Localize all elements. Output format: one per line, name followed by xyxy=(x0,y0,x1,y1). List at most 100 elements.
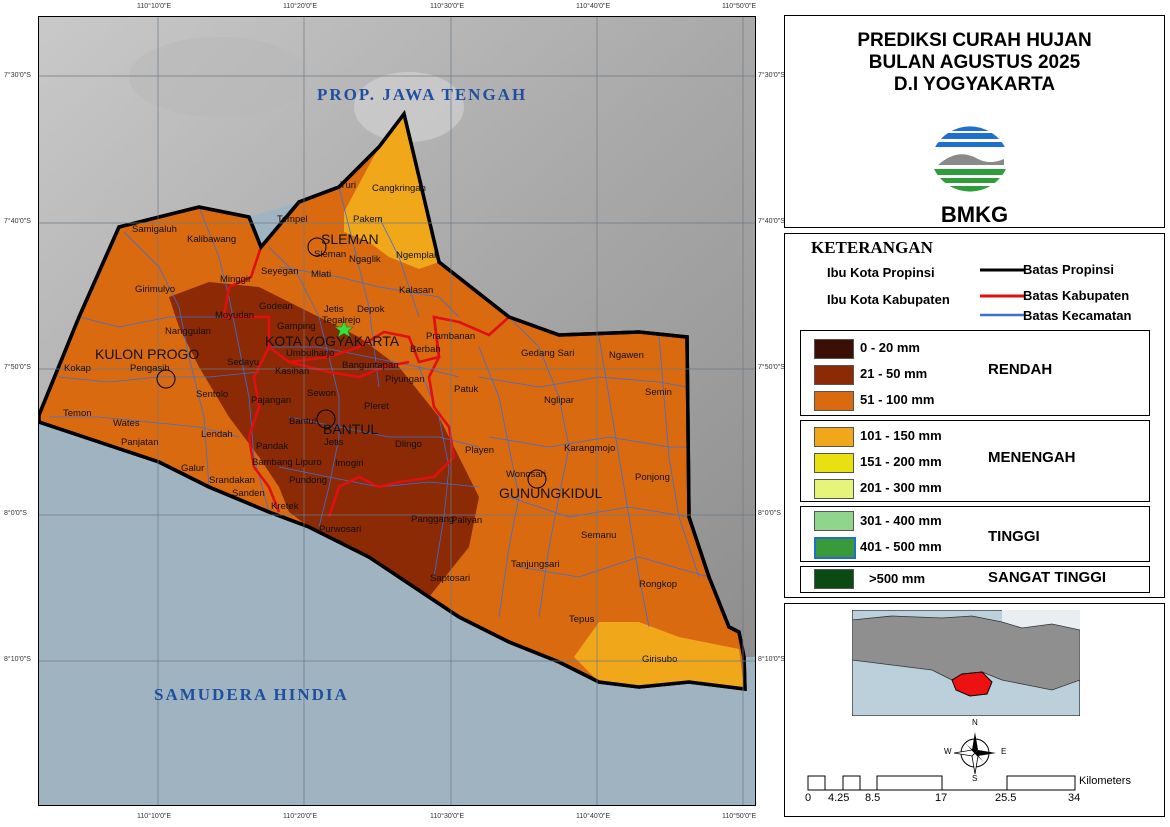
label-kota-yogyakarta: KOTA YOGYAKARTA xyxy=(265,333,400,349)
tick-left-3: 7°50'0"S xyxy=(4,364,31,371)
tick-left-4: 8°0'0"S xyxy=(4,510,27,517)
legend-batas-propinsi: Batas Propinsi xyxy=(1023,262,1115,277)
swatch-401-500 xyxy=(814,537,856,559)
tick-bottom-1: 110°10'0"E xyxy=(137,813,172,820)
tick-left-5: 8°10'0"S xyxy=(4,656,31,663)
kec-wates: Wates xyxy=(113,418,140,429)
label-sleman-kab: SLEMAN xyxy=(321,231,379,247)
tick-right-1: 7°30'0"S xyxy=(758,72,785,79)
legend-group-menengah xyxy=(800,420,1150,502)
kec-saptosari: Saptosari xyxy=(430,573,471,584)
swatch-201-300 xyxy=(814,479,854,499)
kec-semin: Semin xyxy=(645,387,672,398)
kec-ngemplak: Ngemplak xyxy=(396,250,439,261)
kec-kalasan: Kalasan xyxy=(399,285,434,296)
kec-playen: Playen xyxy=(465,445,495,456)
kec-paliyan: Paliyan xyxy=(451,515,483,526)
label-151-200: 151 - 200 mm xyxy=(860,454,942,469)
map-title: PREDIKSI CURAH HUJAN BULAN AGUSTUS 2025 … xyxy=(785,30,1164,96)
legend-group-rendah xyxy=(800,330,1150,416)
tick-bottom-3: 110°30'0"E xyxy=(430,813,465,820)
swatch-301-400 xyxy=(814,511,854,531)
kec-srandakan: Srandakan xyxy=(209,475,255,486)
kec-pengasih: Pengasih xyxy=(130,363,170,374)
label-21-50: 21 - 50 mm xyxy=(860,366,928,381)
zone-101-150mm-north xyxy=(344,114,439,269)
swatch-0-20 xyxy=(814,339,854,359)
kec-bambanglipuro: Bambang Lipuro xyxy=(252,457,322,468)
scale-tick-5: 34 xyxy=(1068,792,1081,804)
legend-panel: KETERANGAN Ibu Kota Propinsi Ibu Kota Ka… xyxy=(784,233,1165,598)
kec-kasihan: Kasihan xyxy=(275,366,310,377)
kec-girimulyo: Girimulyo xyxy=(135,284,176,295)
kec-gedangsari: Gedang Sari xyxy=(521,348,575,359)
graticule xyxy=(39,17,755,805)
kec-bantul: Bantul xyxy=(289,416,316,427)
north-arrow-icon xyxy=(953,732,996,775)
kec-karangmojo: Karangmojo xyxy=(564,443,616,454)
category-tinggi: TINGGI xyxy=(988,528,1040,545)
kec-tegalrejo: Tegalrejo xyxy=(322,315,361,326)
title-line-3: D.I YOGYAKARTA xyxy=(893,74,1056,95)
kec-sentolo: Sentolo xyxy=(196,389,229,400)
kec-panjatan: Panjatan xyxy=(121,437,159,448)
kec-banguntapan: Banguntapan xyxy=(342,360,399,371)
swatch-500-plus xyxy=(814,569,854,589)
kec-ponjong: Ponjong xyxy=(635,472,670,483)
tick-bottom-2: 110°20'0"E xyxy=(283,813,318,820)
category-menengah: MENENGAH xyxy=(988,449,1076,466)
compass-e: E xyxy=(1001,747,1007,756)
bmkg-logo-icon xyxy=(930,121,1010,201)
kec-pleret: Pleret xyxy=(364,401,389,412)
label-0-20: 0 - 20 mm xyxy=(860,340,920,355)
legend-title: KETERANGAN xyxy=(811,238,933,257)
tick-top-3: 110°30'0"E xyxy=(430,3,465,10)
provincial-capital-star[interactable] xyxy=(334,320,354,338)
kec-ngaglik: Ngaglik xyxy=(349,254,381,265)
compass-s: S xyxy=(972,774,978,783)
label-401-500: 401 - 500 mm xyxy=(860,539,942,554)
tick-right-5: 8°10'0"S xyxy=(758,656,785,663)
kec-kokap: Kokap xyxy=(64,363,91,374)
kec-sleman: Sleman xyxy=(314,249,347,260)
map-frame[interactable]: PROP. JAWA TENGAH SAMUDERA HINDIA SLEMAN… xyxy=(38,16,756,806)
tick-top-4: 110°40'0"E xyxy=(576,3,611,10)
kec-piyungan: Piyungan xyxy=(385,374,425,385)
swatch-151-200 xyxy=(814,453,854,473)
kec-umbulharjo: Umbulharjo xyxy=(286,348,335,359)
tick-bottom-5: 110°50'0"E xyxy=(722,813,757,820)
kec-godean: Godean xyxy=(259,301,293,312)
category-rendah: RENDAH xyxy=(988,361,1053,378)
label-bantul-kab: BANTUL xyxy=(323,421,379,437)
legend-ibukota-kabupaten: Ibu Kota Kabupaten xyxy=(827,292,950,307)
scale-tick-1: 4.25 xyxy=(828,792,850,804)
kec-sewon: Sewon xyxy=(307,388,337,399)
kec-mlati: Mlati xyxy=(311,269,332,280)
kec-purwosari: Purwosari xyxy=(319,524,362,535)
label-gunungkidul: GUNUNGKIDUL xyxy=(499,485,603,501)
relief-shade xyxy=(129,37,309,117)
kec-seyegan: Seyegan xyxy=(261,266,299,277)
scale-tick-4: 25.5 xyxy=(995,792,1017,804)
merapi-relief xyxy=(354,72,464,142)
tick-bottom-4: 110°40'0"E xyxy=(576,813,611,820)
kec-tanjungsari: Tanjungsari xyxy=(511,559,560,570)
kec-gamping: Gamping xyxy=(277,321,316,332)
label-301-400: 301 - 400 mm xyxy=(860,513,942,528)
kec-berbah: Berbah xyxy=(410,344,441,355)
kec-prambanan: Prambanan xyxy=(426,331,476,342)
kec-ngawen: Ngawen xyxy=(609,350,644,361)
tick-right-2: 7°40'0"S xyxy=(758,218,785,225)
scale-tick-0: 0 xyxy=(805,792,812,804)
kec-semanu: Semanu xyxy=(581,530,617,541)
tick-right-4: 8°0'0"S xyxy=(758,510,781,517)
bmkg-wordmark: BMKG xyxy=(940,202,1009,227)
kec-galur: Galur xyxy=(181,463,205,474)
kec-depok: Depok xyxy=(357,304,385,315)
label-500-plus: >500 mm xyxy=(869,571,926,586)
compass-w: W xyxy=(944,747,952,756)
compass-n: N xyxy=(972,718,978,727)
kec-jetis-bantul: Jetis xyxy=(324,437,344,448)
inset-map xyxy=(852,610,1080,716)
label-51-100: 51 - 100 mm xyxy=(860,392,935,407)
